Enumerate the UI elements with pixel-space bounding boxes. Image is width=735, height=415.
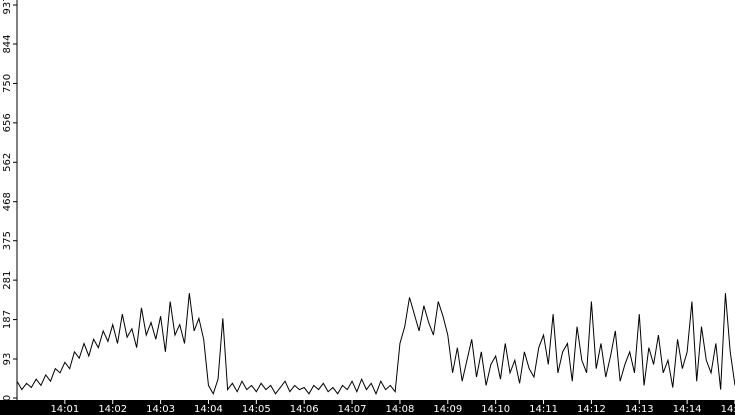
x-tick-label: 14:14 — [673, 404, 702, 415]
x-tick-label: 14:15 — [721, 404, 735, 415]
x-tick-label: 14:01 — [50, 404, 79, 415]
y-tick-label: 187 — [2, 310, 13, 329]
y-tick-label: 937 — [2, 0, 13, 15]
y-tick-label: 750 — [2, 74, 13, 93]
x-tick-label: 14:04 — [194, 404, 223, 415]
x-tick-label: 14:10 — [481, 404, 510, 415]
y-tick-label: 656 — [2, 113, 13, 132]
x-tick-label: 14:13 — [625, 404, 654, 415]
x-axis-band — [0, 400, 735, 415]
y-tick-label: 844 — [2, 34, 13, 53]
x-tick-label: 14:03 — [146, 404, 175, 415]
data-line — [16, 293, 735, 396]
y-tick-label: 375 — [2, 231, 13, 250]
x-tick-label: 14:12 — [577, 404, 606, 415]
x-tick-label: 14:09 — [433, 404, 462, 415]
y-tick-label: 0 — [2, 395, 13, 401]
y-tick-label: 562 — [2, 153, 13, 172]
x-tick-label: 14:06 — [290, 404, 319, 415]
x-tick-label: 14:07 — [338, 404, 367, 415]
y-tick-label: 281 — [2, 271, 13, 290]
x-tick-label: 14:05 — [242, 404, 271, 415]
y-tick-label: 93 — [2, 353, 13, 366]
x-tick-label: 14:08 — [386, 404, 415, 415]
y-tick-label: 468 — [2, 192, 13, 211]
x-tick-label: 14:11 — [529, 404, 558, 415]
x-tick-label: 14:02 — [98, 404, 127, 415]
